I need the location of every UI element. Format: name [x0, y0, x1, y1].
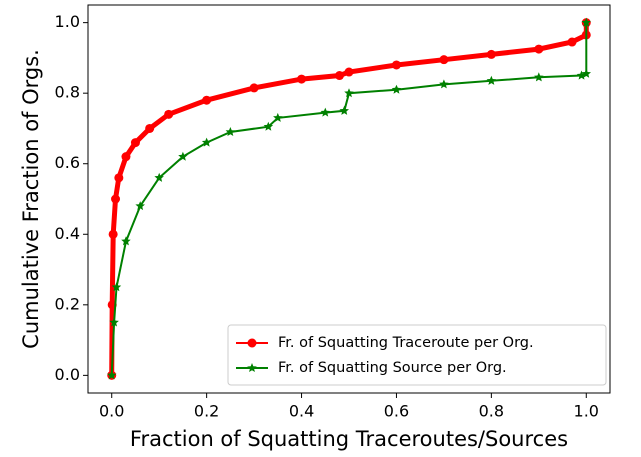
x-axis-label: Fraction of Squatting Traceroutes/Source…: [130, 427, 568, 451]
y-tick-label: 0.8: [55, 83, 80, 102]
star-marker: [486, 75, 497, 85]
y-tick-label: 0.6: [55, 153, 80, 172]
circle-marker: [344, 67, 354, 77]
star-marker: [135, 201, 145, 211]
star-marker: [534, 72, 544, 82]
star-marker: [225, 127, 236, 136]
star-marker: [581, 17, 591, 27]
star-marker: [201, 137, 212, 147]
legend-label: Fr. of Squatting Source per Org.: [278, 360, 507, 376]
plot-frame: [87, 4, 611, 394]
star-marker: [154, 172, 164, 182]
star-marker: [109, 317, 119, 327]
x-tick-label: 0.8: [479, 402, 504, 421]
circle-marker: [439, 55, 449, 65]
circle-marker: [335, 71, 345, 81]
x-tick-label: 0.4: [289, 402, 314, 421]
y-axis-label: Cumulative Fraction of Orgs.: [19, 49, 43, 349]
star-marker: [339, 105, 349, 115]
star-marker: [263, 121, 274, 131]
x-tick-label: 1.0: [574, 402, 599, 421]
legend-star: [247, 363, 257, 372]
circle-marker: [164, 109, 174, 119]
circle-marker: [249, 83, 259, 93]
circle-marker: [202, 95, 212, 105]
star-marker: [121, 236, 131, 246]
x-tick-label: 0.6: [384, 402, 409, 421]
circle-marker: [108, 229, 118, 239]
circle-marker: [486, 49, 496, 59]
legend-label: Fr. of Squatting Traceroute per Org.: [278, 335, 534, 351]
circle-marker: [567, 37, 577, 47]
star-marker: [178, 151, 188, 161]
star-marker: [391, 84, 402, 94]
circle-marker: [130, 138, 140, 148]
circle-marker: [534, 44, 544, 54]
y-tick-label: 0.0: [55, 365, 80, 384]
circle-marker: [111, 194, 121, 204]
star-marker: [439, 79, 449, 89]
star-marker: [320, 107, 330, 117]
circle-marker: [114, 173, 124, 183]
legend-box: [227, 324, 607, 386]
legend-circle: [247, 338, 257, 348]
x-tick-label: 0.0: [99, 402, 124, 421]
circle-marker: [145, 123, 155, 133]
star-marker: [273, 112, 283, 122]
circle-marker: [121, 152, 131, 162]
circle-marker: [297, 74, 307, 84]
circle-marker: [391, 60, 401, 70]
star-marker: [111, 282, 122, 292]
y-tick-label: 0.2: [55, 294, 80, 313]
x-tick-label: 0.2: [194, 402, 219, 421]
star-marker: [107, 370, 117, 380]
legend: Fr. of Squatting Traceroute per Org. Fr. …: [227, 324, 607, 386]
y-tick-label: 1.0: [55, 12, 80, 31]
star-marker: [344, 88, 354, 98]
star-marker: [581, 68, 591, 78]
y-tick-label: 0.4: [55, 224, 80, 243]
